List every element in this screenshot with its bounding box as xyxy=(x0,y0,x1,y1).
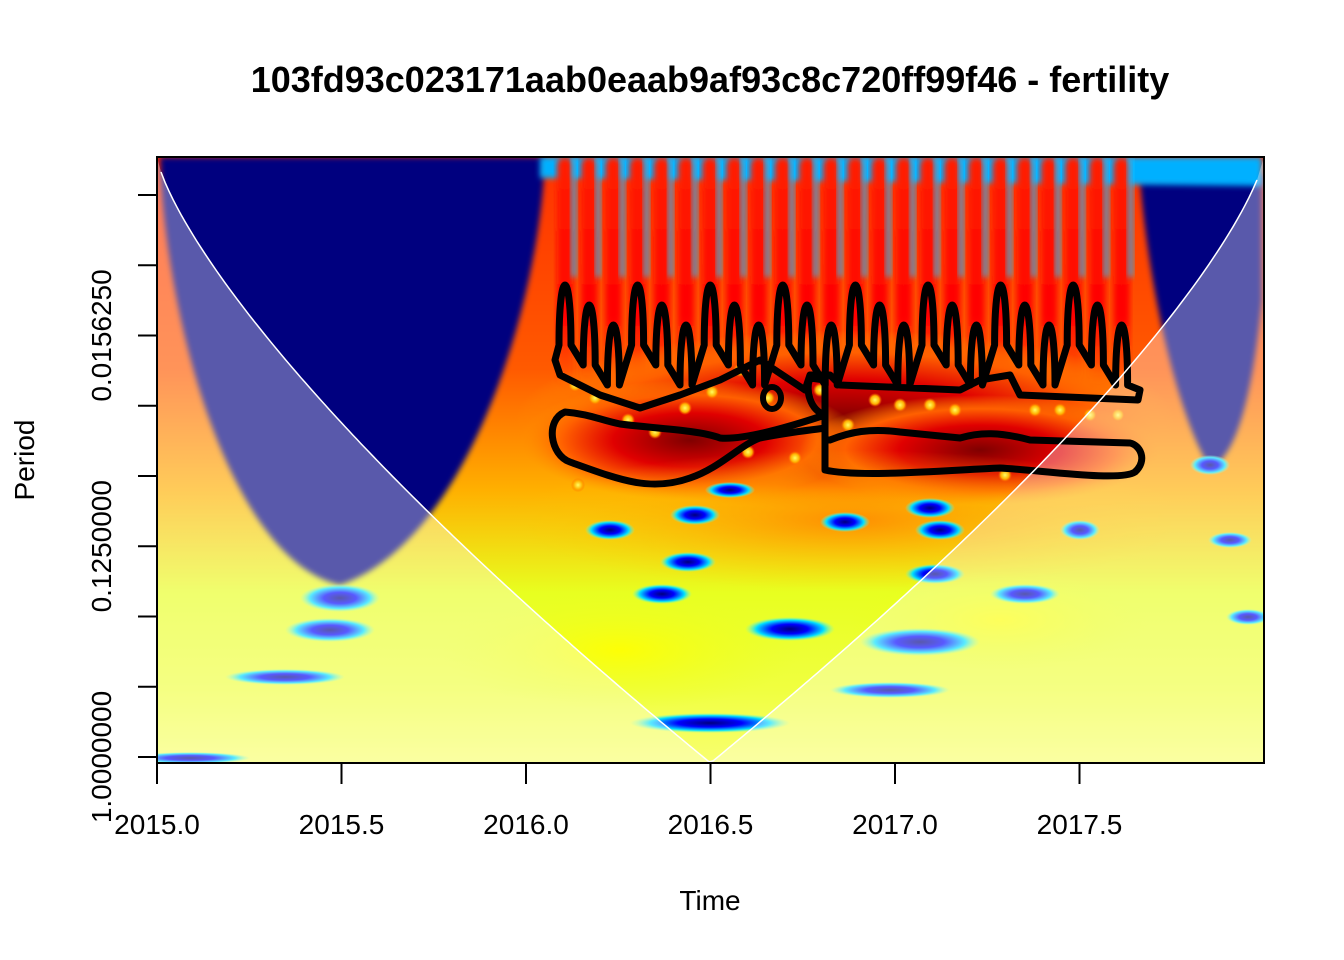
low-power-spot xyxy=(745,617,835,641)
power-gap xyxy=(813,157,819,277)
low-power-spot xyxy=(1060,520,1100,540)
x-tick-label: 2017.5 xyxy=(1037,809,1123,840)
y-tick-label: 0.1250000 xyxy=(86,480,117,612)
power-peak-dot xyxy=(893,398,907,412)
significance-contour-lower xyxy=(548,374,1146,488)
low-power-spot xyxy=(905,498,955,518)
x-axis: 2015.0 2015.5 2016.0 2016.5 2017.0 2017.5 xyxy=(114,762,1123,840)
power-heatmap xyxy=(157,157,1264,763)
y-axis-title: Period xyxy=(9,420,40,501)
power-peak-dot xyxy=(1083,408,1097,422)
significance-contour-small xyxy=(760,384,784,412)
chart-title: 103fd93c023171aab0eaab9af93c8c720ff99f46… xyxy=(251,59,1170,100)
low-power-spot xyxy=(225,669,345,685)
power-yellow-area xyxy=(440,590,800,710)
low-power-spot xyxy=(820,512,870,532)
power-gap xyxy=(1103,157,1110,277)
power-gap xyxy=(885,157,892,277)
y-tick-label: 1.0000000 xyxy=(86,691,117,823)
low-power-spot xyxy=(705,482,755,498)
power-gap xyxy=(861,157,868,277)
power-gap xyxy=(982,157,989,277)
power-gap xyxy=(1079,157,1086,277)
power-gap xyxy=(1127,157,1134,277)
power-gap xyxy=(667,157,674,277)
power-peak-dot xyxy=(678,401,692,415)
power-gap xyxy=(837,157,844,277)
power-peak-dot xyxy=(948,403,962,417)
low-power-spot xyxy=(1190,455,1230,475)
y-axis: 0.0156250 0.1250000 1.0000000 xyxy=(86,194,158,823)
x-tick-label: 2015.5 xyxy=(299,809,385,840)
significance-contours xyxy=(548,281,1146,488)
power-gap xyxy=(958,157,965,277)
low-power-spot xyxy=(630,713,790,733)
low-power-spot xyxy=(660,552,716,572)
low-power-spot xyxy=(915,520,965,540)
low-power-spot xyxy=(860,628,980,656)
low-power-spot xyxy=(830,682,950,698)
x-tick-label: 2016.0 xyxy=(483,809,569,840)
power-peak-dot xyxy=(923,398,937,412)
low-power-spot xyxy=(585,520,635,540)
low-power-spot xyxy=(990,584,1060,604)
low-power-spot xyxy=(670,505,720,525)
power-gap xyxy=(619,157,626,277)
power-gap xyxy=(692,157,698,277)
low-power-spot xyxy=(632,584,692,604)
low-power-spot xyxy=(905,564,965,584)
low-power-region-right xyxy=(1140,175,1262,468)
power-gap xyxy=(764,157,771,277)
low-power-spot xyxy=(157,752,250,763)
power-gap xyxy=(740,157,747,277)
power-peak-dot xyxy=(1053,403,1067,417)
power-gap xyxy=(595,157,602,277)
significance-contour-upper xyxy=(551,281,1144,412)
y-tick-label: 0.0156250 xyxy=(86,269,117,401)
power-gap xyxy=(1055,157,1061,277)
low-power-spot xyxy=(1208,532,1252,548)
power-gap xyxy=(1030,157,1037,277)
power-peak-dot xyxy=(1111,408,1125,422)
power-gap xyxy=(571,157,577,277)
power-gap xyxy=(1006,157,1013,277)
power-gap xyxy=(788,157,795,277)
x-tick-label: 2016.5 xyxy=(668,809,754,840)
power-peak-dot xyxy=(788,451,802,465)
x-axis-title: Time xyxy=(679,885,740,916)
power-peak-dot xyxy=(705,385,719,399)
low-power-spot xyxy=(1226,609,1264,625)
power-gap xyxy=(934,157,940,277)
low-power-spot xyxy=(285,618,375,642)
power-gap xyxy=(643,157,650,277)
cone-of-influence-line xyxy=(160,171,1258,763)
x-tick-label: 2017.0 xyxy=(852,809,938,840)
power-peak-dot xyxy=(1028,403,1042,417)
power-peak-dot xyxy=(841,418,855,432)
power-peak-dot xyxy=(868,393,882,407)
power-gap xyxy=(716,157,723,277)
low-power-spot xyxy=(300,584,380,612)
power-peak-dot xyxy=(571,478,585,492)
low-power-region-left xyxy=(160,157,545,585)
outside-cone-wash xyxy=(157,157,1264,763)
power-gap xyxy=(909,157,916,277)
x-tick-label: 2015.0 xyxy=(114,809,200,840)
